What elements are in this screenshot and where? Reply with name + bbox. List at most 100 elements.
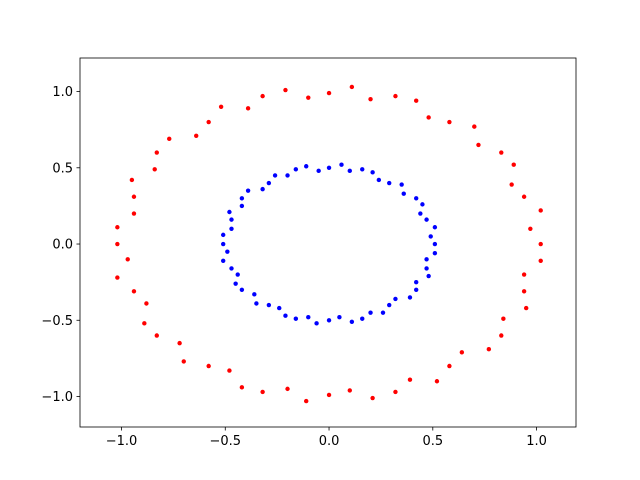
point bbox=[528, 226, 533, 231]
point bbox=[414, 287, 419, 292]
point bbox=[239, 287, 245, 292]
point bbox=[304, 398, 309, 404]
point bbox=[167, 136, 172, 142]
point bbox=[387, 302, 392, 308]
point bbox=[152, 167, 157, 172]
point bbox=[306, 95, 311, 100]
point bbox=[476, 142, 481, 148]
point bbox=[326, 90, 332, 96]
point bbox=[538, 241, 543, 247]
point bbox=[220, 258, 226, 263]
point bbox=[115, 241, 120, 247]
point bbox=[115, 225, 120, 230]
point bbox=[368, 310, 373, 315]
point bbox=[225, 249, 230, 254]
point bbox=[125, 257, 130, 262]
point bbox=[521, 289, 527, 294]
point bbox=[285, 386, 290, 392]
point bbox=[459, 350, 465, 355]
point bbox=[154, 333, 159, 338]
y-tick-label: 0.5 bbox=[52, 161, 73, 176]
point bbox=[154, 150, 159, 155]
point bbox=[177, 340, 182, 346]
point bbox=[360, 167, 365, 172]
point bbox=[227, 368, 232, 373]
point bbox=[326, 392, 332, 398]
point bbox=[407, 295, 413, 300]
point bbox=[277, 305, 282, 311]
point bbox=[434, 379, 440, 384]
plot-frame bbox=[79, 57, 577, 428]
point bbox=[239, 203, 245, 209]
point bbox=[218, 104, 224, 109]
point bbox=[252, 292, 257, 297]
point bbox=[370, 170, 375, 175]
point bbox=[387, 180, 392, 186]
point bbox=[349, 84, 355, 90]
point bbox=[472, 124, 477, 129]
point bbox=[424, 217, 429, 222]
x-tick-label: 1.0 bbox=[526, 434, 547, 449]
x-tick-label: 0.0 bbox=[319, 434, 340, 449]
point bbox=[266, 302, 272, 308]
point bbox=[337, 315, 342, 320]
x-tick-label: −1.0 bbox=[106, 434, 138, 449]
point bbox=[131, 289, 137, 294]
point bbox=[432, 241, 438, 247]
point bbox=[129, 177, 135, 183]
point bbox=[293, 316, 299, 321]
point bbox=[326, 165, 332, 170]
point bbox=[426, 273, 431, 279]
point bbox=[486, 347, 492, 352]
point bbox=[370, 395, 375, 401]
y-tick-label: −1.0 bbox=[41, 390, 73, 405]
y-tick-label: −0.5 bbox=[41, 314, 73, 329]
point bbox=[432, 250, 438, 256]
point bbox=[521, 272, 527, 277]
point bbox=[229, 217, 234, 222]
point bbox=[194, 133, 199, 138]
point bbox=[131, 194, 137, 199]
point bbox=[511, 162, 516, 167]
point bbox=[401, 191, 406, 196]
point bbox=[260, 93, 265, 99]
point bbox=[414, 196, 419, 201]
point bbox=[418, 211, 423, 216]
point bbox=[306, 315, 311, 320]
point bbox=[233, 281, 238, 286]
point bbox=[206, 119, 211, 125]
point bbox=[414, 279, 419, 285]
point bbox=[142, 321, 147, 326]
point bbox=[283, 87, 288, 93]
point bbox=[420, 202, 425, 207]
point bbox=[521, 194, 527, 199]
point bbox=[260, 389, 265, 395]
point bbox=[229, 226, 234, 231]
point bbox=[245, 106, 251, 111]
point bbox=[220, 232, 226, 238]
point bbox=[229, 266, 234, 271]
point bbox=[538, 208, 543, 213]
point bbox=[347, 168, 352, 174]
x-tick-label: 0.5 bbox=[422, 434, 443, 449]
point bbox=[509, 182, 514, 187]
point bbox=[235, 272, 240, 277]
point bbox=[283, 313, 288, 318]
point bbox=[245, 188, 251, 193]
point bbox=[360, 316, 365, 321]
point bbox=[499, 333, 504, 338]
point bbox=[239, 385, 245, 390]
point bbox=[220, 241, 226, 247]
point bbox=[501, 316, 506, 321]
point bbox=[115, 275, 120, 280]
point bbox=[181, 359, 186, 364]
point bbox=[424, 257, 429, 262]
point bbox=[426, 115, 431, 120]
point bbox=[254, 301, 259, 306]
point bbox=[349, 319, 355, 324]
point bbox=[432, 225, 438, 230]
point bbox=[393, 93, 398, 99]
point bbox=[393, 296, 398, 302]
point bbox=[424, 266, 429, 271]
